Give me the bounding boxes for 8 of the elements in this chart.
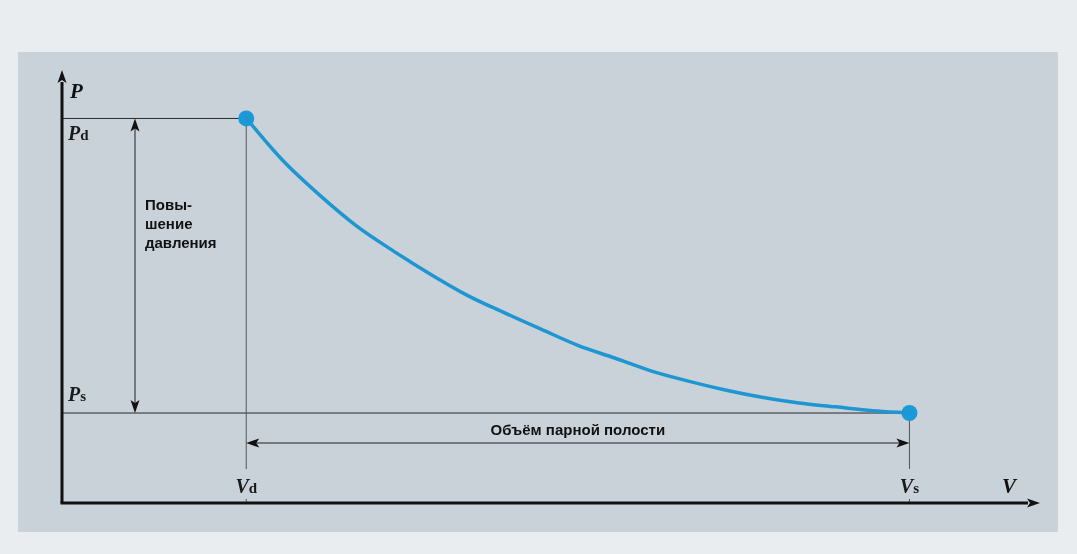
x-tick-label: Vs	[899, 475, 920, 497]
annotation: Повы- шение давления	[145, 196, 217, 252]
annotation: Объём парной полости	[490, 421, 666, 438]
ref-line-label: Ps	[67, 383, 87, 406]
y-axis-title: P	[69, 79, 83, 103]
x-axis-title: V	[1002, 474, 1018, 498]
ref-line-label: Pd	[67, 122, 90, 145]
x-tick-label: Vd	[235, 475, 258, 497]
